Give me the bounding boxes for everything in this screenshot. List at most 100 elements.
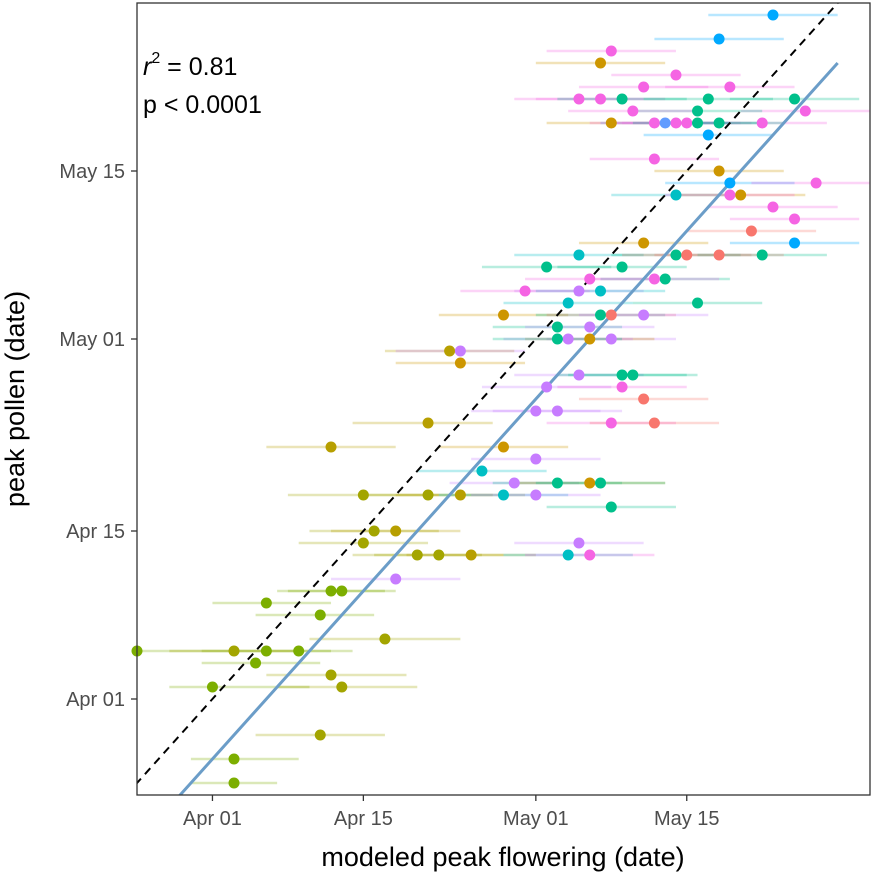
data-point-78 xyxy=(724,189,736,201)
data-point-85 xyxy=(799,105,811,117)
data-point-90 xyxy=(573,93,585,105)
y-axis-title: peak pollen (date) xyxy=(0,291,30,507)
data-point-94 xyxy=(648,117,660,129)
data-point-46 xyxy=(390,573,402,585)
data-point-66 xyxy=(595,285,607,297)
data-point-21 xyxy=(433,549,445,561)
data-point-76 xyxy=(724,177,736,189)
data-point-44 xyxy=(562,549,574,561)
x-axis: Apr 01 Apr 15 May 01 May 15 xyxy=(183,795,720,830)
data-point-43 xyxy=(573,537,585,549)
data-point-40 xyxy=(584,477,596,489)
data-point-58 xyxy=(573,285,585,297)
data-point-108 xyxy=(519,285,531,297)
data-point-20 xyxy=(411,549,423,561)
data-point-28 xyxy=(498,309,509,321)
data-point-15 xyxy=(379,633,391,645)
data-point-104 xyxy=(605,45,617,57)
data-point-101 xyxy=(724,81,736,93)
data-point-89 xyxy=(605,117,617,129)
data-point-93 xyxy=(638,81,650,93)
data-point-62 xyxy=(659,273,671,285)
data-point-73 xyxy=(648,153,660,165)
data-point-71 xyxy=(756,249,768,261)
p-value-annotation: p < 0.0001 xyxy=(143,91,262,119)
y-axis: Apr 01 Apr 15 May 01 May 15 xyxy=(59,161,137,711)
data-point-99 xyxy=(713,117,725,129)
data-point-37 xyxy=(541,381,553,393)
data-point-6 xyxy=(293,645,305,657)
data-point-88 xyxy=(627,105,639,117)
data-point-31 xyxy=(498,489,509,501)
data-point-114 xyxy=(551,333,563,345)
y-tick-label-3: May 15 xyxy=(59,161,125,183)
data-point-16 xyxy=(357,537,369,549)
data-point-2 xyxy=(228,753,240,765)
data-point-70 xyxy=(692,297,704,309)
data-point-111 xyxy=(584,321,596,333)
data-point-10 xyxy=(325,585,337,597)
plot-panel-border xyxy=(136,2,871,796)
data-point-29 xyxy=(454,345,466,357)
data-point-60 xyxy=(605,309,617,321)
data-point-97 xyxy=(681,117,693,129)
y-tick-label-0: Apr 01 xyxy=(66,689,125,711)
data-point-74 xyxy=(670,189,682,201)
data-point-84 xyxy=(756,117,768,129)
data-point-5 xyxy=(260,645,272,657)
data-point-98 xyxy=(692,117,704,129)
data-point-19 xyxy=(357,489,369,501)
data-point-112 xyxy=(584,333,596,345)
y-tick-label-1: Apr 15 xyxy=(66,521,125,543)
x-tick-label-2: May 01 xyxy=(503,808,569,830)
data-point-42 xyxy=(605,501,617,513)
data-point-86 xyxy=(702,129,714,141)
data-point-64 xyxy=(573,249,585,261)
data-point-61 xyxy=(638,309,650,321)
data-point-9 xyxy=(314,609,326,621)
data-point-54 xyxy=(616,381,628,393)
data-point-80 xyxy=(767,201,779,213)
data-point-1 xyxy=(228,777,240,789)
data-point-56 xyxy=(605,417,617,429)
data-point-14 xyxy=(336,681,348,693)
data-point-45 xyxy=(584,549,596,561)
data-point-18 xyxy=(390,525,402,537)
data-point-49 xyxy=(573,369,585,381)
data-point-68 xyxy=(670,249,682,261)
data-point-87 xyxy=(692,105,704,117)
r-squared-annotation: r2 = 0.81 xyxy=(143,50,237,81)
data-point-63 xyxy=(638,237,650,249)
data-point-11 xyxy=(336,585,348,597)
data-point-57 xyxy=(648,417,660,429)
data-point-106 xyxy=(767,9,779,21)
data-point-13 xyxy=(325,669,337,681)
r-squared-prefix: r xyxy=(143,53,153,81)
x-axis-title: modeled peak flowering (date) xyxy=(321,842,684,872)
data-point-81 xyxy=(789,213,801,225)
data-point-27 xyxy=(444,345,456,357)
r-squared-exponent: 2 xyxy=(151,50,160,67)
data-point-39 xyxy=(551,477,563,489)
x-tick-label-3: May 15 xyxy=(654,808,720,830)
data-point-24 xyxy=(454,489,466,501)
data-point-95 xyxy=(659,117,671,129)
data-point-32 xyxy=(508,477,520,489)
data-point-105 xyxy=(713,33,725,45)
data-point-53 xyxy=(638,393,650,405)
data-point-75 xyxy=(713,165,725,177)
data-point-109 xyxy=(541,261,553,273)
data-point-41 xyxy=(595,477,607,489)
data-point-69 xyxy=(681,249,693,261)
data-point-48 xyxy=(551,321,563,333)
data-point-100 xyxy=(702,93,714,105)
data-point-67 xyxy=(648,273,660,285)
data-point-65 xyxy=(616,261,628,273)
data-point-38 xyxy=(551,405,563,417)
data-point-3 xyxy=(206,681,218,693)
x-tick-label-1: Apr 15 xyxy=(334,808,393,830)
data-point-72 xyxy=(713,249,725,261)
data-point-83 xyxy=(810,177,822,189)
data-point-4 xyxy=(250,657,262,669)
